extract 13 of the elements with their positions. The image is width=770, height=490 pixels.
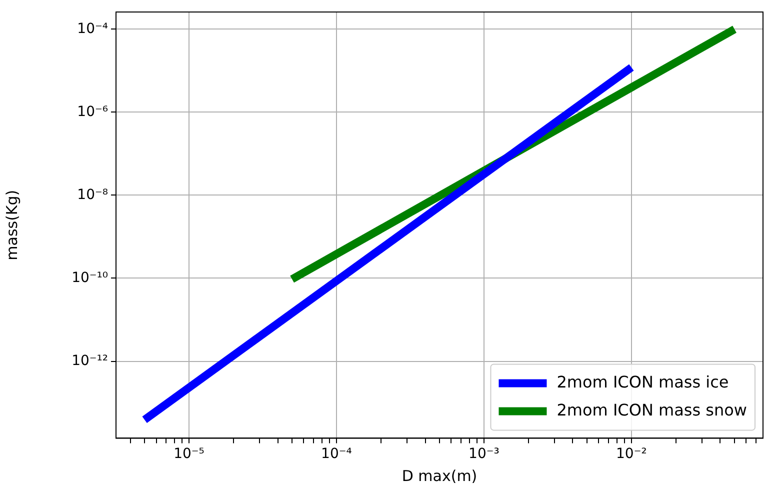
x-tick-label: 10⁻⁵ — [174, 446, 204, 462]
x-tick-label: 10⁻³ — [468, 446, 500, 462]
x-axis-title: D max(m) — [402, 466, 478, 485]
y-tick-label: 10⁻⁶ — [77, 104, 108, 120]
legend-label: 2mom ICON mass ice — [556, 372, 729, 392]
y-tick-label: 10⁻¹⁰ — [72, 270, 108, 286]
y-tick-label: 10⁻¹² — [72, 352, 108, 369]
y-axis-title: mass(Kg) — [2, 190, 21, 260]
y-tick-label: 10⁻⁴ — [77, 20, 108, 37]
x-tick-label: 10⁻⁴ — [321, 446, 352, 462]
legend-label: 2mom ICON mass snow — [556, 400, 747, 420]
y-tick-label: 10⁻⁸ — [77, 186, 108, 203]
x-tick-label: 10⁻² — [616, 446, 647, 462]
